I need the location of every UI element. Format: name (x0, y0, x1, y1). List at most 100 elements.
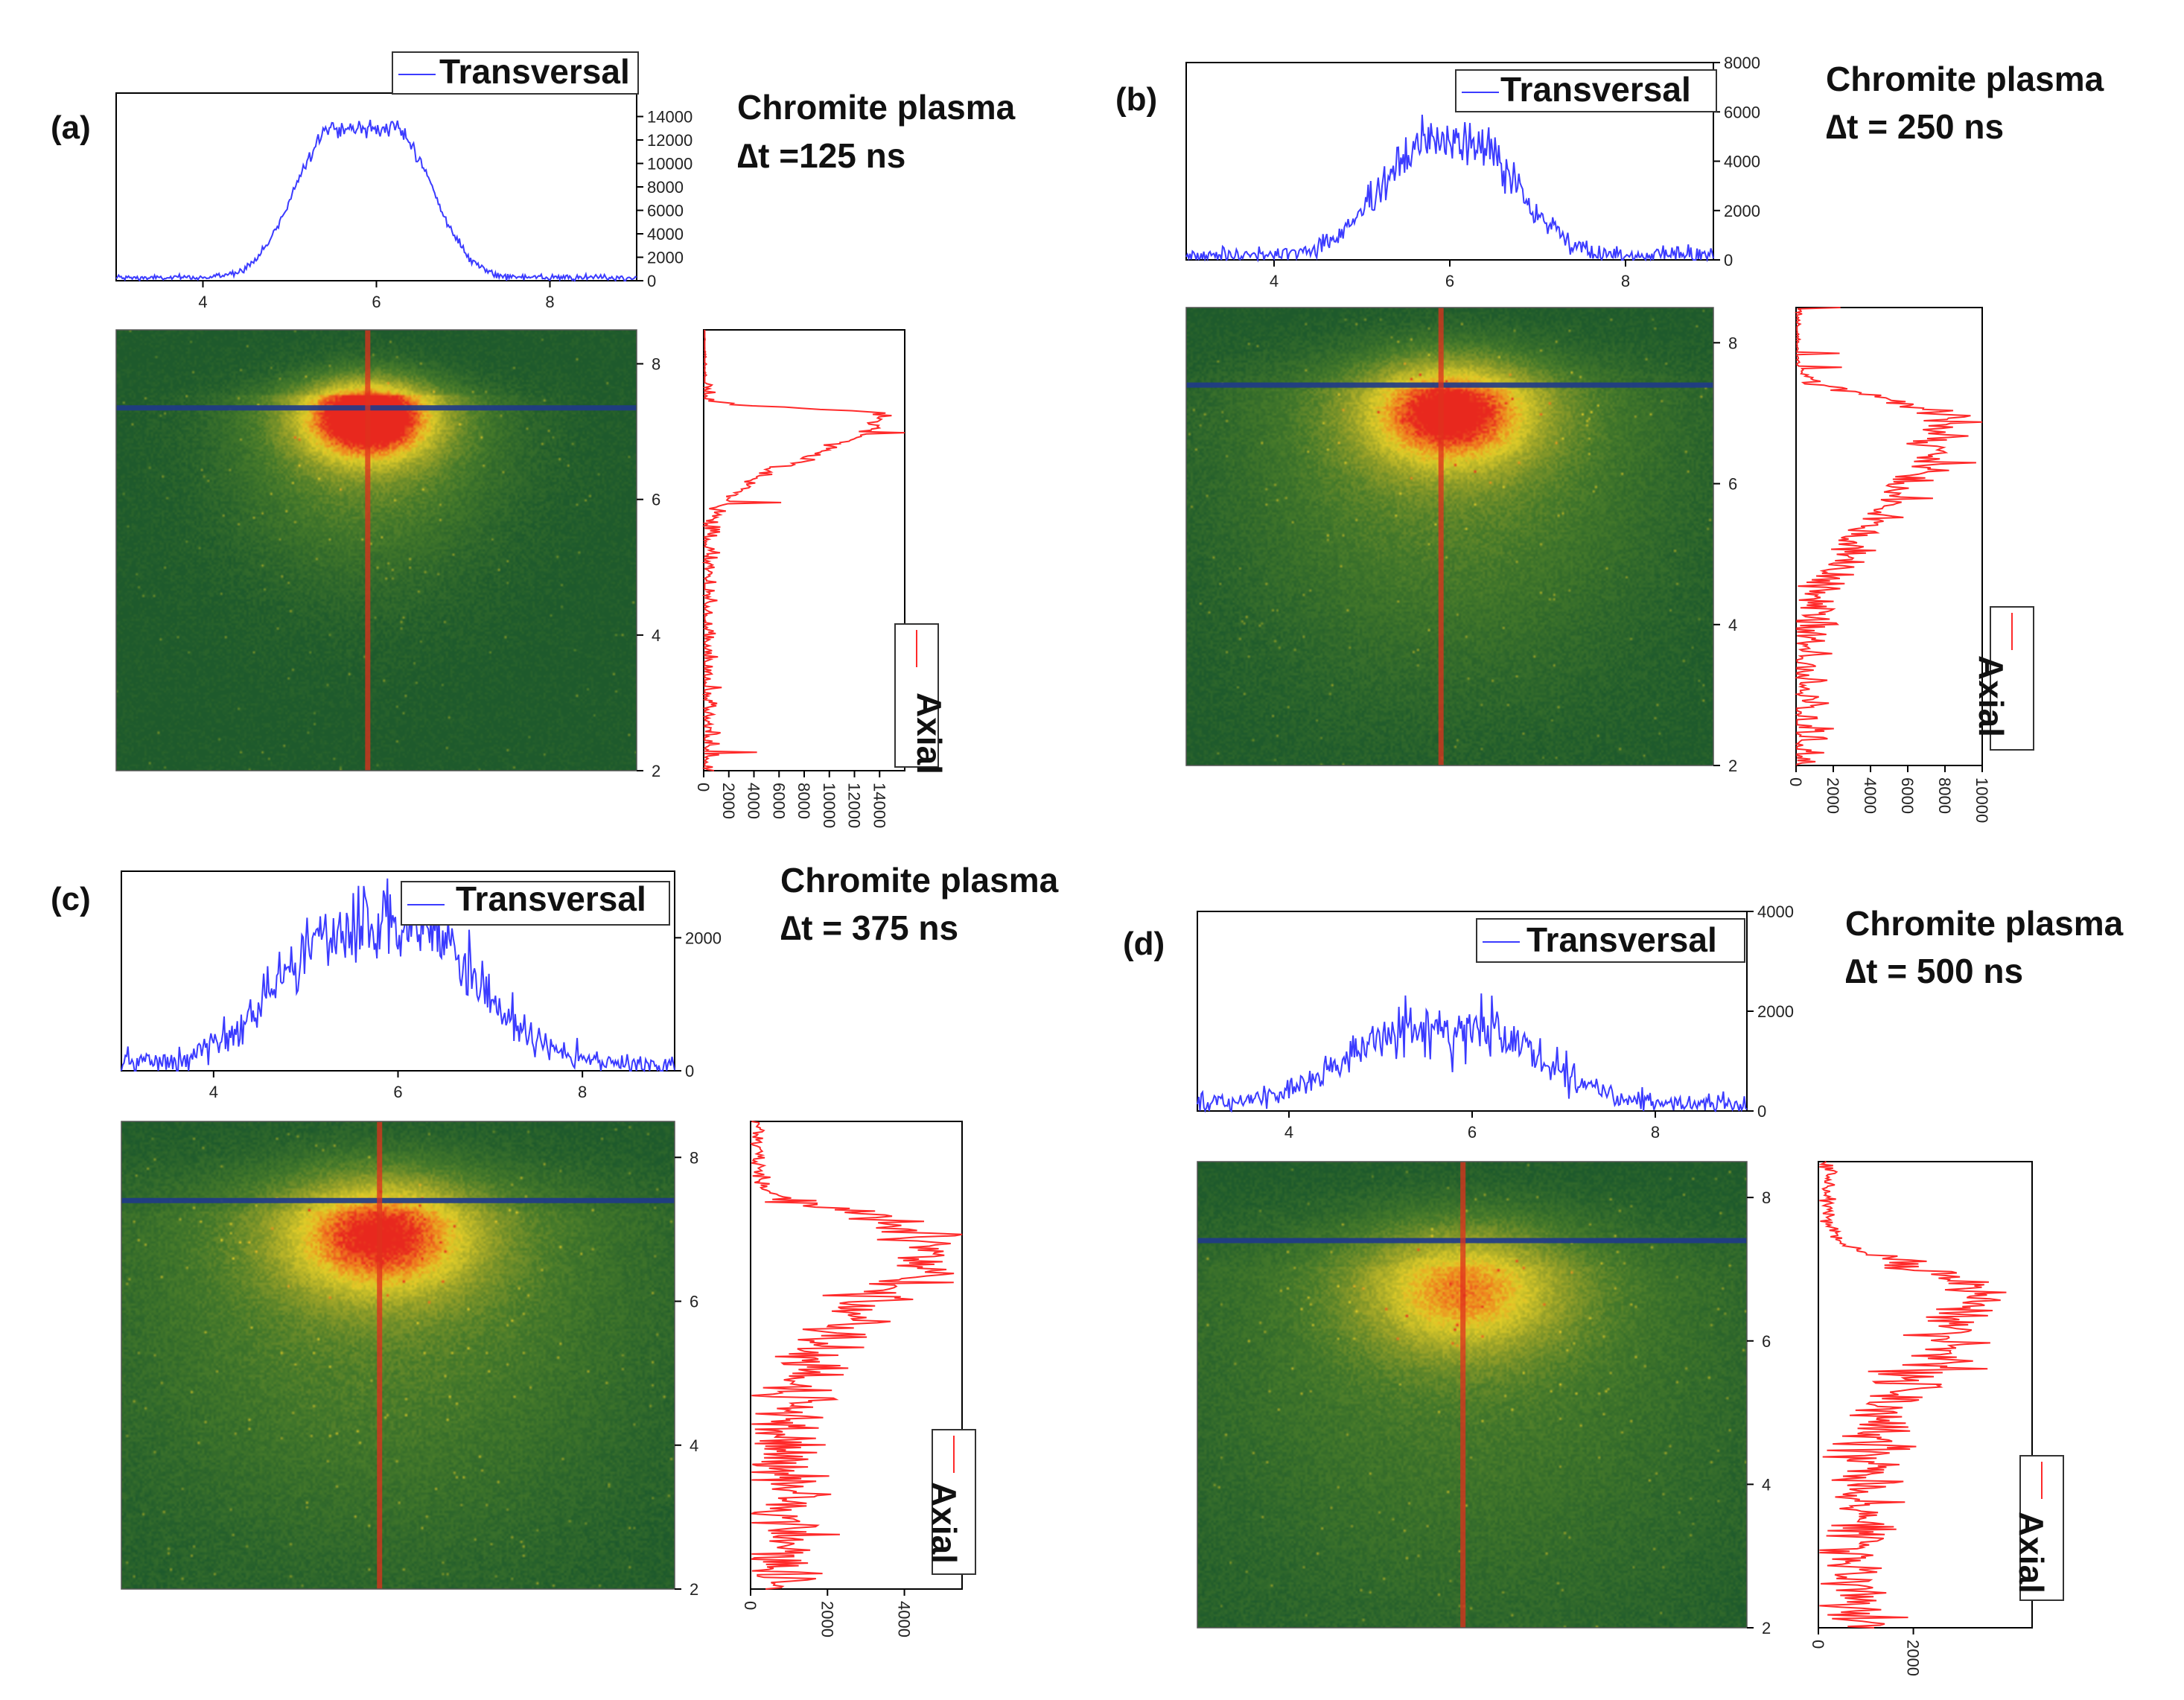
image-frame (1185, 307, 1714, 766)
x-tick-label: 10000 (1973, 777, 1991, 823)
image-frame (1197, 1161, 1748, 1629)
x-tick-label: 4000 (895, 1601, 914, 1637)
y-tick-label: 4 (652, 626, 660, 645)
image-frame (121, 1121, 675, 1590)
axial-frame (1795, 307, 1983, 766)
chart-title: Chromite plasma (1845, 904, 2124, 943)
axial-series-line (1794, 307, 1983, 765)
image-frame (115, 329, 637, 771)
delay-label: ∆t =125 ns (737, 136, 905, 175)
axial-series-line (1818, 1161, 2007, 1629)
y-tick-label: 2 (652, 762, 660, 780)
transversal-plot: 4 6 8 0 2000 4000 6000 8000 (1185, 54, 1760, 290)
y-tick-label: 4000 (647, 225, 684, 243)
x-tick-label: 8 (545, 293, 554, 311)
y-tick-label: 6 (1728, 475, 1737, 494)
panel-b: 4 6 8 0 2000 4000 6000 8000 2 4 6 8 0 2000 4000 6000 800… (1115, 54, 2104, 823)
axial-legend-label: Axial (925, 1482, 964, 1564)
delay-label: ∆t = 250 ns (1826, 107, 2004, 146)
chart-title: Chromite plasma (780, 861, 1059, 900)
axial-plot: 0 2000 4000 (741, 1121, 976, 1637)
y-tick-label: 10000 (647, 155, 693, 173)
x-tick-label: 6000 (1898, 777, 1917, 814)
y-tick-label: 8 (652, 355, 660, 374)
y-tick-label: 6 (652, 491, 660, 509)
y-tick-label: 6 (1762, 1332, 1771, 1351)
transversal-legend-label: Transversal (1500, 70, 1691, 109)
transversal-plot: 4 6 8 0 2000 4000 (1197, 902, 1794, 1142)
plasma-intensity-map (1197, 1162, 1747, 1628)
transversal-legend-box (392, 51, 639, 95)
panel-label: (c) (51, 881, 91, 917)
x-tick-label: 4000 (1861, 777, 1879, 814)
axial-legend-label: Axial (2012, 1512, 2051, 1594)
transversal-legend-label: Transversal (439, 52, 630, 91)
y-tick-label: 0 (1757, 1102, 1766, 1121)
x-tick-label: 4 (1284, 1123, 1293, 1142)
x-tick-label: 0 (1786, 777, 1805, 786)
x-tick-label: 0 (1809, 1640, 1827, 1649)
x-tick-label: 0 (694, 783, 713, 792)
y-tick-label: 0 (1724, 251, 1733, 270)
y-tick-label: 6000 (1724, 103, 1760, 121)
axial-plot: 0 2000 4000 6000 8000 10000 (1786, 307, 2034, 823)
y-tick-label: 8000 (647, 178, 684, 197)
y-tick-label: 2 (690, 1580, 698, 1599)
x-tick-label: 8 (1651, 1123, 1660, 1142)
transversal-plot: 4 6 8 0 2000 (121, 870, 722, 1101)
y-tick-label: 2 (1728, 757, 1737, 775)
x-tick-label: 2000 (1904, 1640, 1923, 1676)
axial-frame (1818, 1161, 2033, 1629)
y-tick-label: 0 (685, 1062, 694, 1080)
panel-a: 4 6 80200040006000800010000120001400024680… (51, 51, 1016, 828)
transversal-plot: 4 6 8 0 2000 4000 6000 8000 10000 12000 14000 (115, 51, 693, 311)
x-tick-label: 6 (1445, 272, 1454, 290)
axial-legend-label: Axial (1972, 655, 2011, 737)
axial-plot: 0 2000 (1809, 1161, 2064, 1676)
transversal-legend-label: Transversal (1526, 920, 1717, 959)
x-tick-label: 4 (209, 1083, 218, 1101)
panel-label: (d) (1123, 926, 1165, 962)
y-tick-label: 2 (1762, 1619, 1771, 1637)
x-tick-label: 8000 (1935, 777, 1954, 814)
transversal-legend-label: Transversal (456, 879, 646, 918)
x-tick-label: 4000 (745, 783, 763, 819)
chart-title: Chromite plasma (737, 88, 1016, 127)
x-tick-label: 2000 (818, 1601, 836, 1637)
transversal-legend-box (1476, 918, 1745, 963)
y-tick-label: 2000 (685, 929, 722, 947)
x-tick-label: 6 (372, 293, 381, 311)
plasma-image: 2 4 6 8 (1197, 1161, 1771, 1637)
delay-label: ∆t = 375 ns (780, 908, 958, 947)
transversal-series-line (115, 119, 637, 282)
transversal-series-line (1185, 114, 1714, 263)
plasma-intensity-map (116, 330, 637, 771)
x-tick-label: 10000 (820, 783, 838, 828)
y-tick-label: 12000 (647, 131, 693, 150)
transversal-series-line (121, 878, 675, 1072)
y-tick-label: 6000 (647, 202, 684, 220)
x-tick-label: 4 (198, 293, 207, 311)
y-tick-label: 4 (1728, 616, 1737, 634)
transversal-legend-box (1455, 69, 1717, 112)
y-tick-label: 0 (647, 272, 656, 290)
y-tick-label: 2000 (1757, 1002, 1794, 1021)
x-tick-label: 14000 (870, 783, 888, 828)
axial-legend-label: Axial (910, 693, 949, 774)
x-tick-label: 12000 (845, 783, 864, 828)
axial-series-line (701, 330, 905, 771)
panel-c: 4 6 8 0 2000 2 4 6 8 0 2000 4000 (c) Chromite plasma ∆… (51, 861, 1059, 1637)
y-tick-label: 2000 (1724, 202, 1760, 220)
panel-label: (a) (51, 109, 91, 146)
plasma-image: 2 4 6 8 (115, 329, 660, 780)
axial-frame (703, 329, 905, 771)
x-tick-label: 4 (1270, 272, 1279, 290)
y-tick-label: 6 (690, 1293, 698, 1311)
y-tick-label: 4 (1762, 1475, 1771, 1494)
x-tick-label: 6 (393, 1083, 402, 1101)
panel-d: 4 6 8 0 2000 4000 2 4 6 8 0 2000 (d) Chromite plasma ∆… (1123, 902, 2124, 1676)
axial-plot: 0 2000 4000 6000 8000 10000 12000 14000 (694, 329, 939, 828)
x-tick-label: 8 (1621, 272, 1630, 290)
chart-title: Chromite plasma (1826, 60, 2104, 98)
